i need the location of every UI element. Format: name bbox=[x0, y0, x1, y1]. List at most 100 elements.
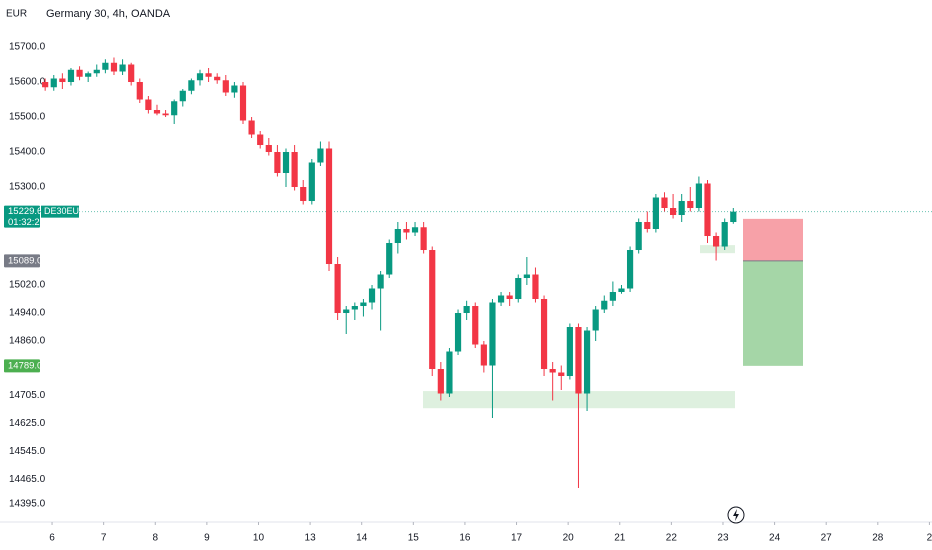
candle-body bbox=[558, 372, 565, 377]
candle-body bbox=[153, 110, 161, 114]
candle-body bbox=[93, 69, 100, 74]
x-tick-label: 15 bbox=[408, 533, 420, 544]
currency-label: EUR bbox=[6, 9, 27, 20]
x-tick-label: 8 bbox=[152, 533, 158, 544]
y-tick-label: 14705.0 bbox=[9, 390, 46, 401]
y-tick-label: 14860.0 bbox=[9, 336, 46, 347]
candle-body bbox=[171, 101, 178, 116]
x-tick-label: 16 bbox=[459, 533, 471, 544]
y-tick-label: 15700.0 bbox=[9, 42, 46, 53]
candle-body bbox=[489, 302, 496, 366]
candle-body bbox=[317, 148, 324, 163]
y-tick-label: 15400.0 bbox=[9, 147, 46, 158]
x-tick-label: 2 bbox=[927, 533, 932, 544]
candle-body bbox=[110, 62, 118, 72]
candle-body bbox=[575, 327, 582, 394]
candle-body bbox=[76, 69, 83, 77]
candle-body bbox=[506, 295, 513, 300]
zone bbox=[700, 245, 735, 254]
candle-body bbox=[497, 295, 505, 303]
candle-body bbox=[205, 73, 212, 77]
y-tick-label: 14940.0 bbox=[9, 308, 46, 319]
candle-body bbox=[291, 152, 298, 188]
replay-icon[interactable] bbox=[727, 506, 745, 524]
x-tick-label: 10 bbox=[253, 533, 265, 544]
candle-body bbox=[102, 62, 109, 70]
y-tick-label: 15020.0 bbox=[9, 280, 46, 291]
candle-body bbox=[386, 243, 393, 275]
chart-title: Germany 30, 4h, OANDA bbox=[46, 8, 171, 20]
y-tick-label: 15600.0 bbox=[9, 77, 46, 88]
candle-body bbox=[248, 120, 255, 135]
y-tick-label: 14465.0 bbox=[9, 474, 46, 485]
x-tick-label: 21 bbox=[614, 533, 626, 544]
candle-body bbox=[308, 162, 315, 202]
candle-body bbox=[626, 250, 634, 289]
price-label: 15229.6 bbox=[8, 206, 42, 217]
candle-body bbox=[583, 330, 591, 394]
zone bbox=[423, 391, 735, 409]
candle-body bbox=[652, 197, 659, 230]
price-label-bg bbox=[4, 359, 40, 373]
candle-body bbox=[472, 306, 479, 345]
candle-body bbox=[532, 274, 539, 300]
y-tick-label: 15300.0 bbox=[9, 182, 46, 193]
candle-body bbox=[712, 236, 720, 247]
candle-body bbox=[721, 222, 728, 247]
candle-body bbox=[85, 73, 92, 77]
candle-body bbox=[368, 288, 376, 303]
x-tick-label: 14 bbox=[356, 533, 368, 544]
candle-body bbox=[282, 152, 290, 174]
candle-body bbox=[50, 78, 57, 88]
candle-body bbox=[179, 90, 186, 102]
stop-zone bbox=[743, 218, 803, 261]
candle-body bbox=[300, 187, 307, 202]
countdown-label: 01:32:27 bbox=[8, 217, 45, 228]
x-tick-label: 23 bbox=[717, 533, 729, 544]
candle-body bbox=[231, 85, 238, 93]
candle-body bbox=[265, 145, 272, 153]
candle-body bbox=[566, 327, 573, 377]
symbol-tag-bg bbox=[41, 205, 79, 218]
candle-body bbox=[704, 183, 711, 237]
price-label-bg bbox=[4, 254, 40, 268]
candle-body bbox=[661, 197, 668, 209]
candle-body bbox=[618, 288, 625, 293]
candle-body bbox=[687, 201, 694, 209]
candle-body bbox=[59, 78, 66, 83]
candle-body bbox=[351, 306, 358, 310]
y-tick-label: 15500.0 bbox=[9, 112, 46, 123]
x-tick-label: 7 bbox=[101, 533, 107, 544]
candle-body bbox=[695, 183, 702, 209]
candle-body bbox=[136, 82, 143, 100]
candle-body bbox=[480, 344, 487, 366]
candle-body bbox=[523, 274, 530, 279]
y-tick-label: 14395.0 bbox=[9, 498, 46, 509]
candle-body bbox=[360, 302, 367, 307]
candle-body bbox=[429, 250, 436, 370]
candle-body bbox=[162, 113, 169, 116]
candle-body bbox=[437, 369, 444, 394]
candle-body bbox=[669, 208, 677, 216]
candle-body bbox=[343, 309, 350, 314]
candle-body bbox=[609, 292, 616, 301]
candle-body bbox=[592, 309, 599, 331]
x-tick-label: 17 bbox=[511, 533, 523, 544]
candle-body bbox=[540, 299, 548, 370]
x-tick-label: 24 bbox=[769, 533, 781, 544]
x-tick-label: 13 bbox=[305, 533, 317, 544]
y-tick-label: 14625.0 bbox=[9, 418, 46, 429]
price-label: 14789.0 bbox=[8, 360, 42, 371]
candle-body bbox=[119, 64, 126, 72]
candle-body bbox=[377, 274, 384, 289]
x-tick-label: 22 bbox=[666, 533, 678, 544]
candle-body bbox=[274, 152, 281, 174]
x-tick-label: 9 bbox=[204, 533, 210, 544]
candle-body bbox=[678, 201, 685, 216]
x-tick-label: 27 bbox=[821, 533, 833, 544]
x-tick-label: 6 bbox=[49, 533, 55, 544]
candle-body bbox=[42, 82, 49, 88]
candle-body bbox=[257, 134, 264, 146]
candle-body bbox=[325, 148, 333, 265]
